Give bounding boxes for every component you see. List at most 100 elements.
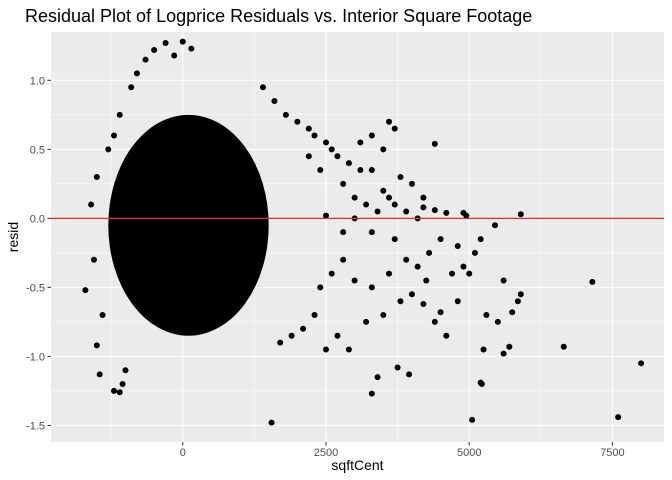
data-point — [491, 222, 498, 229]
data-point — [380, 311, 387, 318]
data-points — [82, 38, 645, 426]
x-tick-label: 5000 — [457, 447, 481, 459]
data-point — [391, 201, 398, 208]
data-point — [188, 45, 195, 52]
data-point — [294, 118, 301, 125]
data-point — [638, 360, 645, 367]
data-point — [403, 208, 410, 215]
data-point — [494, 318, 501, 325]
data-point — [96, 371, 103, 378]
data-point — [271, 98, 278, 105]
data-point — [357, 139, 364, 146]
x-axis-title: sqftCent — [331, 457, 383, 473]
data-point — [351, 194, 358, 201]
data-point — [82, 287, 89, 294]
data-point — [317, 284, 324, 291]
data-point — [288, 332, 295, 339]
data-point — [116, 389, 123, 396]
data-point — [345, 346, 352, 353]
x-tick-label: 2500 — [314, 447, 338, 459]
data-point — [460, 263, 467, 270]
data-point — [443, 209, 450, 216]
data-point — [431, 140, 438, 147]
y-tick-label: -0.5 — [26, 282, 45, 294]
data-point — [500, 277, 507, 284]
data-point — [282, 111, 289, 118]
data-point — [363, 201, 370, 208]
dense-point-cluster — [108, 114, 269, 336]
data-point — [477, 236, 484, 243]
data-point — [111, 132, 118, 139]
data-point — [437, 236, 444, 243]
data-point — [431, 207, 438, 214]
data-point — [483, 311, 490, 318]
data-point — [179, 38, 186, 45]
data-point — [471, 249, 478, 256]
data-point — [334, 153, 341, 160]
data-point — [345, 160, 352, 167]
data-point — [322, 346, 329, 353]
data-point — [560, 343, 567, 350]
data-point — [300, 325, 307, 332]
data-point — [340, 180, 347, 187]
data-point — [406, 371, 413, 378]
data-point — [466, 270, 473, 277]
y-tick-label: 0.5 — [30, 144, 45, 156]
data-point — [386, 118, 393, 125]
data-point — [328, 146, 335, 153]
data-point — [99, 311, 106, 318]
data-point — [449, 270, 456, 277]
data-point — [268, 419, 275, 426]
y-tick-label: 0.0 — [30, 213, 45, 225]
data-point — [514, 298, 521, 305]
y-axis-title: resid — [5, 222, 21, 252]
data-point — [463, 212, 470, 219]
data-point — [386, 194, 393, 201]
data-point — [311, 132, 318, 139]
y-tick-label: 1.0 — [30, 75, 45, 87]
data-point — [368, 167, 375, 174]
data-point — [128, 84, 135, 91]
axes: 0 2500 5000 7500 -1.5 -1.0 -0.5 0.0 0.5 1.0 — [26, 75, 625, 459]
data-point — [90, 256, 97, 263]
data-point — [116, 111, 123, 118]
data-point — [322, 139, 329, 146]
data-point — [420, 300, 427, 307]
data-point — [328, 270, 335, 277]
data-point — [408, 180, 415, 187]
data-point — [478, 381, 485, 388]
data-point — [426, 249, 433, 256]
data-point — [133, 70, 140, 77]
data-point — [317, 167, 324, 174]
data-point — [305, 125, 312, 132]
data-point — [93, 173, 100, 180]
data-point — [391, 236, 398, 243]
data-point — [368, 284, 375, 291]
data-point — [443, 332, 450, 339]
data-point — [509, 309, 516, 316]
data-point — [397, 298, 404, 305]
chart-title: Residual Plot of Logprice Residuals vs. … — [25, 6, 532, 26]
data-point — [363, 318, 370, 325]
data-point — [431, 318, 438, 325]
data-point — [88, 201, 95, 208]
data-point — [386, 270, 393, 277]
data-point — [142, 56, 149, 63]
data-point — [420, 194, 427, 201]
data-point — [374, 374, 381, 381]
data-point — [368, 132, 375, 139]
data-point — [397, 173, 404, 180]
data-point — [454, 298, 461, 305]
x-tick-label: 0 — [180, 447, 186, 459]
data-point — [394, 364, 401, 371]
data-point — [357, 167, 364, 174]
data-point — [589, 278, 596, 285]
data-point — [454, 242, 461, 249]
data-point — [151, 46, 158, 53]
data-point — [414, 263, 421, 270]
data-point — [437, 309, 444, 316]
data-point — [420, 204, 427, 211]
data-point — [403, 256, 410, 263]
data-point — [122, 367, 129, 374]
